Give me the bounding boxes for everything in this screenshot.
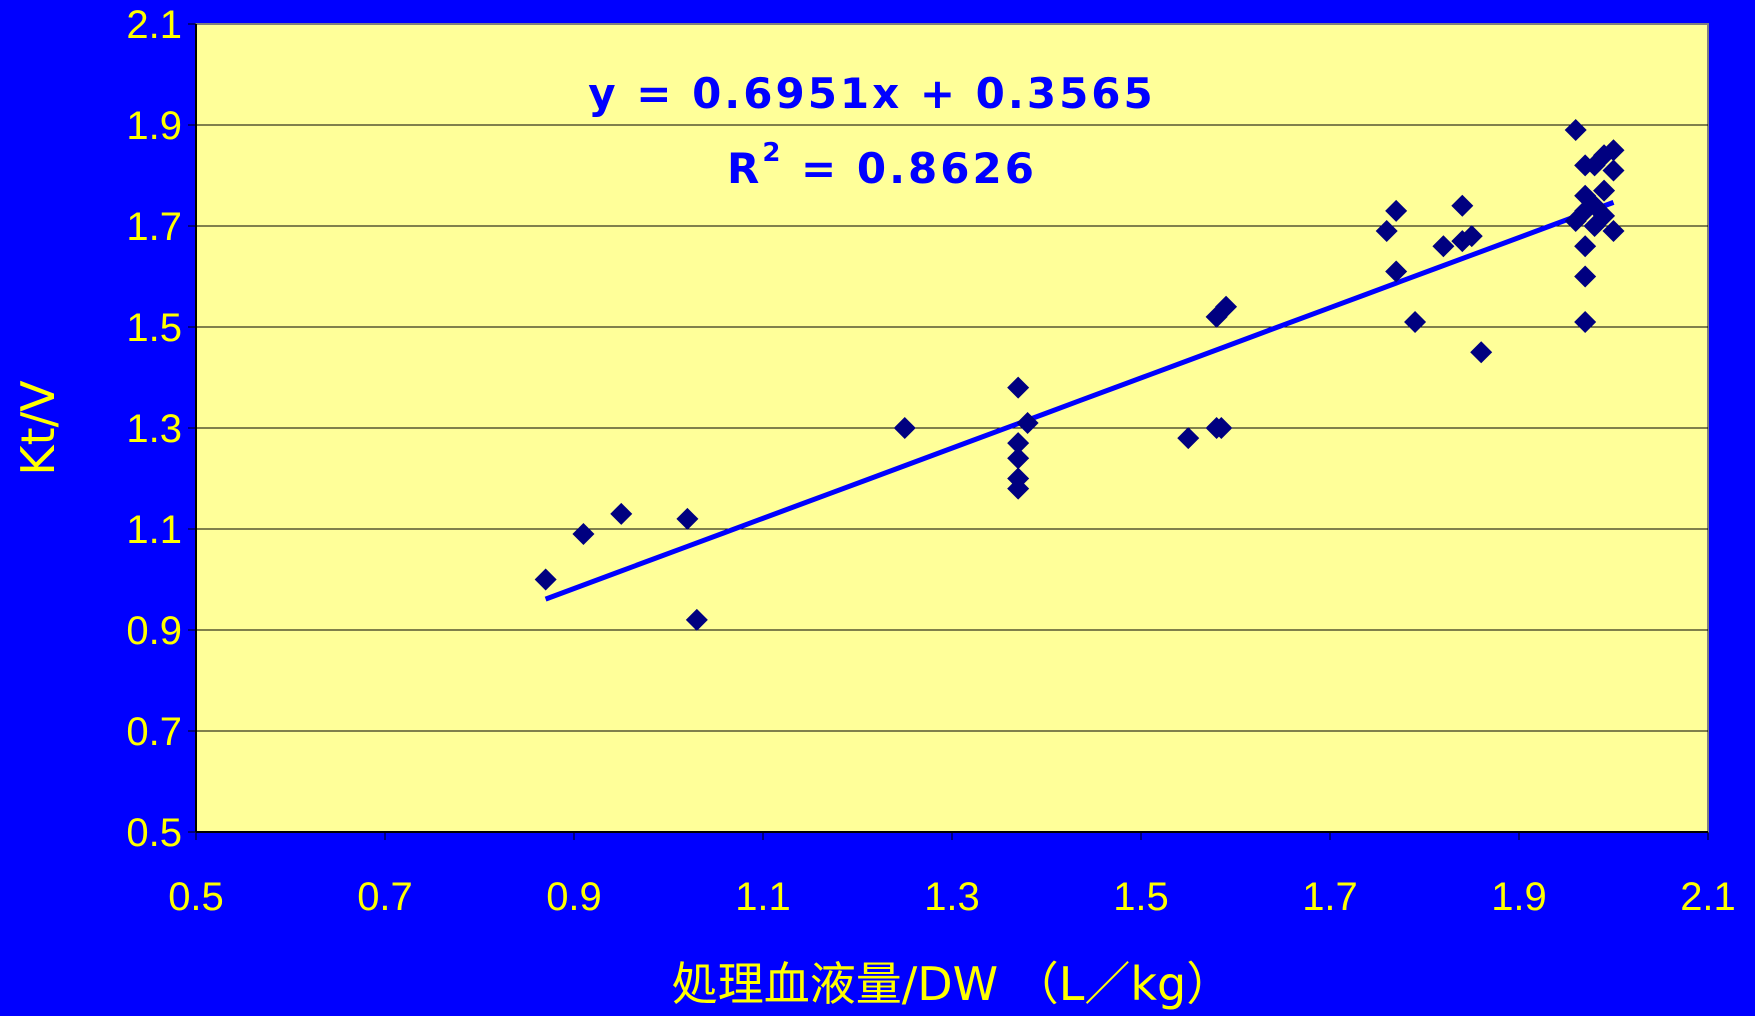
data-point-19: [1385, 260, 1408, 283]
data-point-30: [1602, 139, 1625, 162]
y-tick-label: 1.9: [126, 104, 182, 148]
y-axis-title: Kt/V: [11, 380, 65, 476]
y-tick-label: 1.7: [126, 205, 182, 249]
data-point-21: [1432, 235, 1455, 258]
x-tick-label: 2.1: [1680, 875, 1736, 919]
x-tick-label: 0.7: [357, 875, 413, 919]
x-tick-label: 1.5: [1113, 875, 1169, 919]
y-tick-label: 1.1: [126, 508, 182, 552]
data-point-5: [893, 417, 916, 439]
data-point-38: [1602, 220, 1625, 243]
data-point-42: [1593, 204, 1616, 227]
y-tick-label: 1.5: [126, 306, 182, 350]
data-point-4: [685, 608, 708, 631]
data-point-41: [1574, 310, 1597, 333]
trendline-equation: y = 0.6951x + 0.3565: [588, 69, 1156, 118]
data-point-2: [610, 502, 633, 525]
gridlines: [196, 124, 1708, 732]
data-point-9: [1007, 447, 1030, 470]
y-tick-label: 0.7: [126, 710, 182, 754]
data-point-8: [1007, 432, 1030, 455]
y-tick-label: 0.5: [126, 811, 182, 855]
r-squared-superscript: 2: [762, 138, 783, 168]
data-point-22: [1451, 194, 1474, 217]
data-point-39: [1574, 235, 1597, 258]
data-point-0: [534, 568, 557, 591]
data-point-24: [1460, 225, 1483, 248]
r-squared-annotation: R2 = 0.8626: [727, 138, 1037, 193]
data-point-3: [676, 507, 699, 530]
data-point-16: [1215, 295, 1238, 318]
data-point-6: [1007, 376, 1030, 399]
data-point-11: [1007, 477, 1030, 500]
x-axis-ticks: 0.5 0.7 0.9 1.1 1.3 1.5 1.7 1.9 2.1: [168, 832, 1736, 919]
y-tick-label: 0.9: [126, 609, 182, 653]
data-point-25: [1470, 341, 1493, 364]
data-point-26: [1564, 119, 1587, 142]
data-point-7: [1016, 411, 1039, 434]
data-point-14: [1210, 417, 1233, 439]
y-axis-ticks: 0.5 0.7 0.9 1.1 1.3 1.5 1.7 1.9 2.1: [126, 3, 196, 855]
x-tick-label: 1.3: [924, 875, 980, 919]
data-point-36: [1564, 209, 1587, 232]
data-point-31: [1602, 159, 1625, 182]
x-axis-title: 処理血液量/DW （L／kg）: [672, 957, 1233, 1011]
r-squared-prefix: R: [727, 144, 762, 193]
x-tick-label: 0.9: [546, 875, 602, 919]
x-tick-label: 1.1: [735, 875, 791, 919]
data-point-18: [1385, 199, 1408, 222]
trendline: [544, 200, 1615, 602]
data-point-40: [1574, 265, 1597, 288]
y-tick-label: 2.1: [126, 3, 182, 47]
data-point-17: [1375, 220, 1398, 243]
data-point-1: [572, 523, 595, 546]
x-tick-label: 1.9: [1491, 875, 1547, 919]
x-tick-label: 0.5: [168, 875, 224, 919]
y-tick-label: 1.3: [126, 407, 182, 451]
data-point-12: [1177, 427, 1200, 450]
x-tick-label: 1.7: [1302, 875, 1358, 919]
data-points: [534, 119, 1625, 631]
r-squared-value: = 0.8626: [783, 144, 1037, 193]
data-point-33: [1593, 179, 1616, 202]
data-point-20: [1404, 310, 1427, 333]
